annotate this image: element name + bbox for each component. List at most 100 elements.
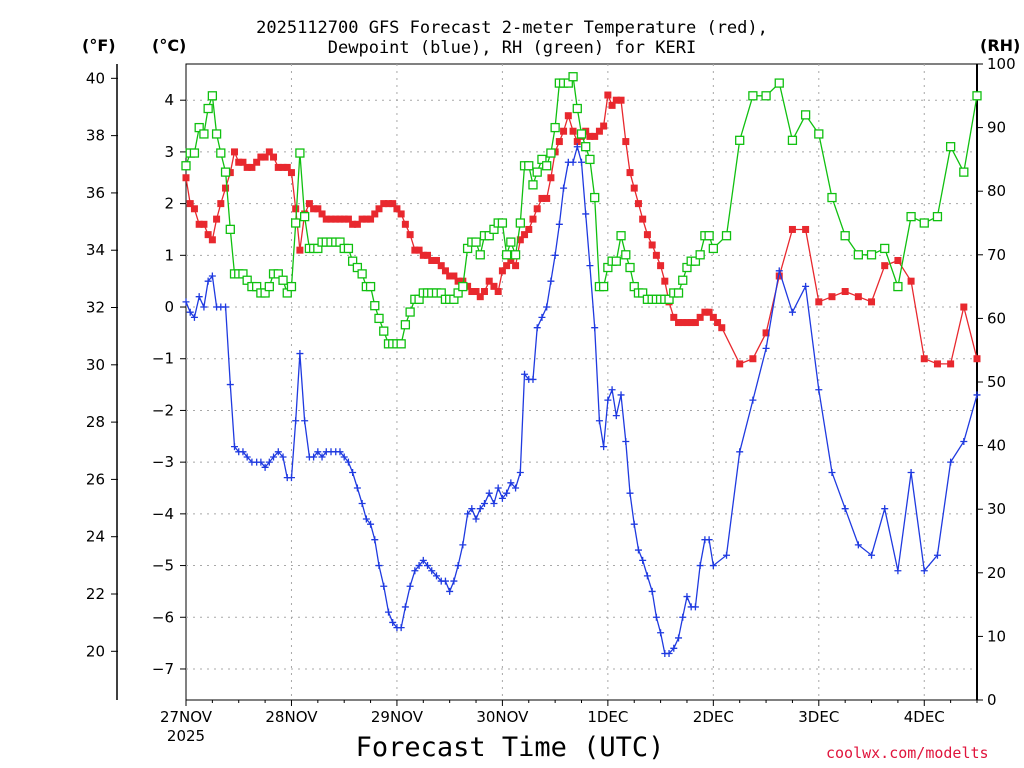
dewpoint-point bbox=[933, 551, 941, 559]
dewpoint-point bbox=[973, 391, 981, 399]
temperature-point bbox=[788, 225, 796, 233]
rh-point bbox=[598, 281, 609, 292]
rh-point bbox=[211, 129, 222, 139]
rh-point bbox=[590, 192, 600, 203]
temperature-point bbox=[675, 319, 683, 327]
dewpoint-point bbox=[380, 582, 388, 590]
temperature-point bbox=[608, 101, 616, 109]
dewpoint-point bbox=[683, 593, 691, 601]
temperature-point bbox=[894, 256, 902, 264]
rh-point bbox=[347, 256, 358, 266]
celsius-tick-label: 2 bbox=[164, 195, 174, 213]
temperature-point bbox=[591, 132, 599, 140]
rh-point bbox=[690, 256, 701, 266]
temperature-point bbox=[670, 313, 678, 321]
rh-point bbox=[814, 129, 824, 139]
rh-point bbox=[475, 250, 485, 260]
celsius-tick-label: −6 bbox=[152, 608, 174, 626]
temperature-point bbox=[186, 200, 194, 208]
rh-point bbox=[181, 161, 191, 171]
rh-tick-label: 90 bbox=[987, 119, 1006, 137]
rh-tick-label: 100 bbox=[987, 55, 1016, 73]
rh-point bbox=[278, 275, 288, 285]
dewpoint-point bbox=[344, 458, 352, 466]
x-tick-label: 30NOV bbox=[476, 708, 529, 726]
rh-tick-label: 80 bbox=[987, 182, 1006, 200]
rh-point bbox=[273, 269, 283, 279]
rh-point bbox=[537, 154, 547, 165]
dewpoint-point bbox=[318, 453, 326, 461]
temperature-point bbox=[543, 194, 551, 202]
dewpoint-point bbox=[182, 298, 190, 306]
dewpoint-point bbox=[920, 567, 928, 575]
temperature-point bbox=[920, 355, 928, 363]
dewpoint-point bbox=[498, 494, 506, 502]
rh-point bbox=[800, 110, 811, 120]
temperature-point bbox=[521, 231, 529, 239]
temperature-point bbox=[494, 288, 502, 296]
dewpoint-point bbox=[296, 350, 304, 358]
rh-tick-label: 70 bbox=[987, 246, 1006, 264]
temperature-point bbox=[208, 236, 216, 244]
dewpoint-point bbox=[362, 515, 370, 523]
dewpoint-point bbox=[279, 453, 287, 461]
rh-point bbox=[695, 250, 705, 260]
rh-point bbox=[721, 231, 732, 241]
temperature-point bbox=[960, 303, 968, 311]
rh-point bbox=[761, 91, 771, 101]
rh-point bbox=[906, 211, 916, 222]
dewpoint-point bbox=[454, 562, 462, 570]
fahrenheit-tick-label: 36 bbox=[86, 184, 105, 202]
x-tick-label: 2DEC bbox=[693, 708, 734, 726]
dewpoint-point bbox=[411, 567, 419, 575]
temperature-point bbox=[305, 200, 313, 208]
temperature-point bbox=[687, 319, 695, 327]
rh-point bbox=[374, 313, 384, 324]
dewpoint-point bbox=[239, 448, 247, 456]
temperature-point bbox=[274, 163, 282, 171]
dewpoint-point bbox=[595, 417, 603, 425]
x-tick-label: 4DEC bbox=[904, 708, 945, 726]
temperature-point bbox=[573, 138, 581, 146]
dewpoint-point bbox=[401, 603, 409, 611]
dewpoint-point bbox=[389, 618, 397, 626]
rh-point bbox=[673, 288, 684, 298]
temperature-point bbox=[907, 277, 915, 285]
dewpoint-point bbox=[652, 613, 660, 621]
rh-point bbox=[959, 167, 969, 177]
temperature-point bbox=[450, 272, 458, 280]
dewpoint-point bbox=[265, 458, 273, 466]
rh-point bbox=[616, 231, 626, 241]
dewpoint-point bbox=[503, 489, 511, 497]
temperature-point bbox=[454, 277, 462, 285]
rh-tick-label: 10 bbox=[987, 627, 1006, 645]
temperature-point bbox=[595, 127, 603, 135]
dewpoint-point bbox=[622, 437, 630, 445]
temperature-point bbox=[213, 215, 221, 223]
dewpoint-point bbox=[243, 453, 251, 461]
rh-point bbox=[189, 148, 200, 158]
temperature-point bbox=[389, 200, 397, 208]
rh-point bbox=[203, 103, 213, 114]
x-tick-label: 27NOV bbox=[160, 708, 213, 726]
temperature-point bbox=[657, 262, 665, 270]
temperature-point bbox=[349, 220, 357, 228]
temperature-point bbox=[327, 215, 335, 223]
dewpoint-point bbox=[675, 634, 683, 642]
dewpoint-point bbox=[301, 417, 309, 425]
dewpoint-point bbox=[397, 624, 405, 632]
temperature-point bbox=[714, 319, 722, 327]
rh-point bbox=[972, 91, 982, 101]
dewpoint-point bbox=[441, 577, 449, 585]
rh-point bbox=[572, 103, 582, 114]
dewpoint-point bbox=[543, 303, 551, 311]
temperature-point bbox=[841, 288, 849, 296]
temperature-point bbox=[318, 210, 326, 218]
temperature-point bbox=[586, 132, 594, 140]
temperature-point bbox=[881, 262, 889, 270]
dewpoint-point bbox=[472, 515, 480, 523]
rh-point bbox=[546, 148, 556, 158]
temperature-point bbox=[265, 148, 273, 156]
rh-tick-label: 0 bbox=[987, 691, 997, 709]
